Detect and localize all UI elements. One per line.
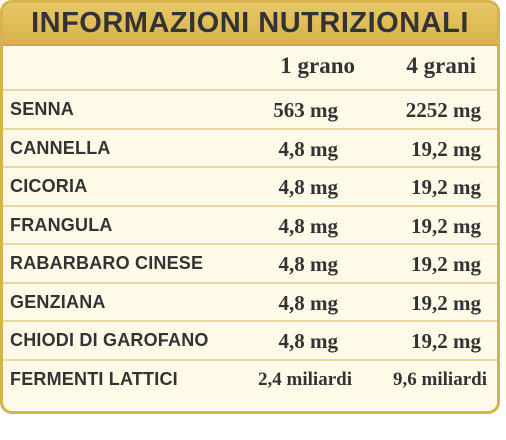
value-1-grano: 4,8 mg (278, 252, 339, 276)
ingredient-name: CHIODI DI GAROFANO (10, 330, 209, 350)
table-row: FRANGULA 4,8 mg 19,2 mg (3, 207, 497, 245)
table-row: SENNA 563 mg 2252 mg (3, 91, 497, 130)
value-1-grano: 4,8 mg (278, 136, 339, 161)
nutrition-table: INFORMAZIONI NUTRIZIONALI 1 grano 4 gran… (0, 0, 500, 414)
table-row: GENZIANA 4,8 mg 19,2 mg (3, 284, 497, 322)
value-4-grani: 19,2 mg (411, 329, 481, 353)
column-header-4-grani: 4 grani (406, 53, 476, 78)
ingredient-name: GENZIANA (10, 291, 106, 312)
table-title: INFORMAZIONI NUTRIZIONALI (31, 7, 469, 39)
value-1-grano: 2,4 miliardi (258, 368, 352, 390)
value-1-grano: 4,8 mg (278, 290, 339, 315)
table-row: RABARBARO CINESE 4,8 mg 19,2 mg (3, 245, 497, 284)
value-1-grano: 4,8 mg (278, 213, 339, 238)
column-header-1-grano: 1 grano (280, 53, 355, 78)
value-4-grani: 19,2 mg (411, 175, 481, 199)
value-1-grano: 4,8 mg (278, 329, 339, 353)
ingredient-name: FRANGULA (10, 214, 113, 235)
table-row: CICORIA 4,8 mg 19,2 mg (3, 168, 497, 207)
value-4-grani: 19,2 mg (411, 136, 481, 161)
ingredient-name: RABARBARO CINESE (10, 253, 204, 273)
value-4-grani: 2252 mg (405, 98, 481, 122)
column-headers: 1 grano 4 grani (3, 46, 497, 91)
value-1-grano: 4,8 mg (278, 175, 339, 199)
value-4-grani: 19,2 mg (411, 252, 481, 276)
table-row: CHIODI DI GAROFANO 4,8 mg 19,2 mg (3, 322, 497, 361)
table-row: CANNELLA 4,8 mg 19,2 mg (3, 130, 497, 168)
value-4-grani: 9,6 miliardi (393, 368, 487, 390)
ingredient-name: CANNELLA (10, 137, 111, 158)
value-4-grani: 19,2 mg (411, 213, 481, 238)
ingredient-name: SENNA (10, 99, 75, 119)
value-1-grano: 563 mg (273, 98, 338, 122)
ingredient-name: FERMENTI LATTICI (10, 368, 178, 389)
table-row: FERMENTI LATTICI 2,4 miliardi 9,6 miliar… (3, 361, 497, 400)
table-header: INFORMAZIONI NUTRIZIONALI (3, 3, 497, 46)
value-4-grani: 19,2 mg (411, 290, 481, 315)
ingredient-name: CICORIA (10, 176, 88, 196)
